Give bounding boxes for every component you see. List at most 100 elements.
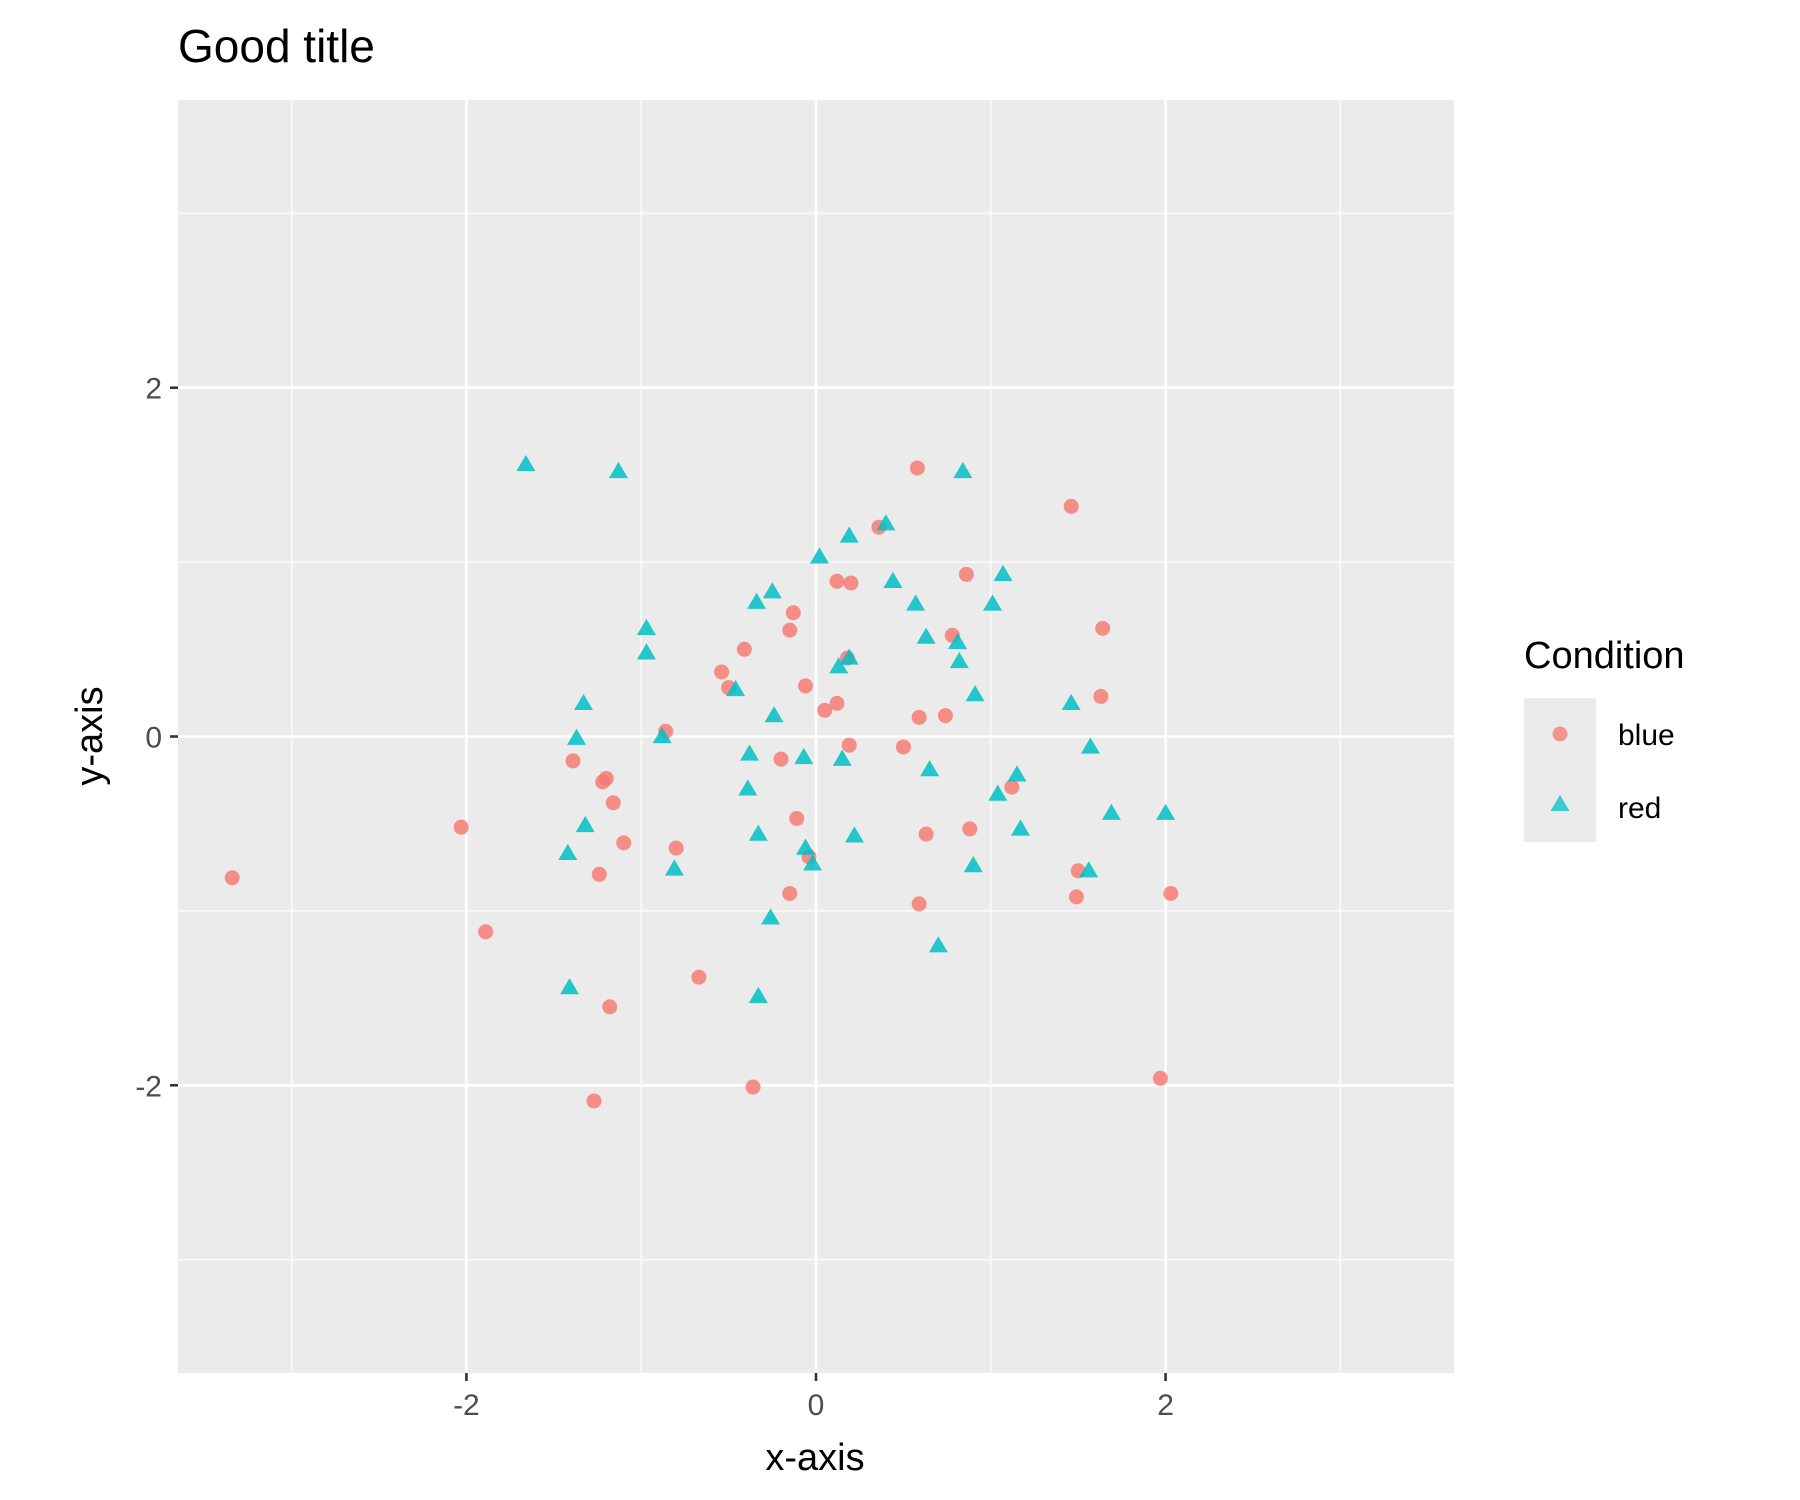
data-point-blue bbox=[918, 826, 934, 842]
legend-key-blue-circle bbox=[1552, 726, 1568, 742]
data-point-red bbox=[664, 859, 684, 876]
data-point-red bbox=[762, 582, 782, 599]
y-tick-label: -2 bbox=[135, 1070, 162, 1103]
data-point-red bbox=[906, 594, 926, 611]
x-tick-label: 2 bbox=[1157, 1389, 1174, 1422]
data-point-blue bbox=[841, 737, 857, 753]
data-point-red bbox=[1101, 803, 1121, 820]
data-point-red bbox=[928, 936, 948, 953]
data-point-red bbox=[740, 744, 760, 761]
data-point-blue bbox=[1004, 779, 1020, 795]
data-point-blue bbox=[843, 575, 859, 591]
data-point-blue bbox=[829, 695, 845, 711]
data-point-red bbox=[832, 749, 852, 766]
data-point-red bbox=[636, 618, 656, 636]
data-point-red bbox=[516, 454, 536, 472]
y-axis: -2 0 2 bbox=[135, 373, 178, 1103]
data-point-blue bbox=[616, 835, 632, 851]
data-point-red bbox=[953, 461, 973, 479]
legend: Condition blue red bbox=[1524, 635, 1685, 842]
data-point-red bbox=[748, 824, 768, 841]
data-point-red bbox=[809, 547, 829, 564]
data-point-red bbox=[883, 571, 903, 588]
legend-label-blue: blue bbox=[1618, 719, 1675, 752]
data-point-blue bbox=[1063, 498, 1079, 514]
data-point-blue bbox=[958, 566, 974, 582]
data-point-blue bbox=[1152, 1070, 1168, 1086]
data-point-blue bbox=[773, 751, 789, 767]
data-point-blue bbox=[798, 678, 814, 694]
data-point-red bbox=[844, 826, 864, 843]
data-point-red bbox=[574, 693, 594, 711]
data-point-blue bbox=[224, 870, 240, 886]
data-point-blue bbox=[782, 885, 798, 901]
plot-panel bbox=[178, 100, 1454, 1373]
data-point-red bbox=[748, 986, 768, 1003]
data-point-red bbox=[1080, 737, 1100, 754]
data-point-blue bbox=[782, 622, 798, 638]
data-point-red bbox=[920, 760, 940, 777]
data-point-blue bbox=[911, 709, 927, 725]
grid-lines bbox=[178, 100, 1454, 1373]
data-point-blue bbox=[691, 969, 707, 985]
y-axis-title: y-axis bbox=[69, 686, 111, 785]
data-point-red bbox=[829, 657, 849, 674]
data-point-blue bbox=[745, 1079, 761, 1095]
data-point-blue bbox=[1068, 889, 1084, 905]
data-point-blue bbox=[565, 753, 581, 769]
data-point-blue bbox=[937, 708, 953, 724]
data-point-blue bbox=[605, 795, 621, 811]
data-point-red bbox=[764, 706, 784, 723]
data-point-blue bbox=[668, 840, 684, 856]
data-point-red bbox=[1156, 803, 1176, 820]
data-point-red bbox=[575, 815, 595, 833]
data-point-blue bbox=[453, 819, 469, 835]
data-point-red bbox=[803, 854, 823, 871]
data-point-blue bbox=[962, 821, 978, 837]
data-point-red bbox=[558, 843, 578, 860]
data-point-red bbox=[916, 627, 936, 644]
data-point-red bbox=[1079, 861, 1099, 878]
data-point-red bbox=[993, 564, 1013, 581]
data-point-red bbox=[876, 514, 896, 531]
data-point-blue bbox=[602, 999, 618, 1015]
data-point-red bbox=[988, 784, 1008, 801]
x-axis-title: x-axis bbox=[765, 1437, 864, 1479]
data-point-blue bbox=[829, 573, 845, 589]
x-tick-label: 0 bbox=[808, 1389, 825, 1422]
data-point-red bbox=[567, 728, 587, 745]
data-point-blue bbox=[909, 460, 925, 476]
data-point-blue bbox=[591, 866, 607, 882]
data-point-red bbox=[761, 908, 781, 925]
data-point-red bbox=[738, 779, 758, 796]
data-point-blue bbox=[785, 605, 801, 621]
data-point-blue bbox=[714, 664, 730, 680]
data-point-red bbox=[1007, 765, 1027, 782]
data-point-red bbox=[839, 526, 859, 543]
x-axis: -2 0 2 bbox=[453, 1373, 1174, 1422]
data-point-blue bbox=[1163, 885, 1179, 901]
y-tick-label: 0 bbox=[145, 722, 162, 755]
data-point-red bbox=[608, 461, 628, 479]
data-point-red bbox=[794, 747, 814, 765]
data-point-red bbox=[963, 856, 983, 873]
data-point-red bbox=[747, 592, 767, 609]
data-point-blue bbox=[1095, 620, 1111, 636]
data-point-red bbox=[948, 632, 968, 649]
chart-title: Good title bbox=[178, 20, 375, 72]
data-point-blue bbox=[598, 770, 614, 786]
data-point-blue bbox=[736, 641, 752, 657]
data-point-blue bbox=[895, 739, 911, 755]
data-point-blue bbox=[478, 924, 494, 940]
legend-key-background bbox=[1524, 698, 1596, 842]
legend-key-red-triangle bbox=[1550, 795, 1570, 811]
data-point-blue bbox=[789, 810, 805, 826]
data-point-red bbox=[949, 652, 969, 669]
data-point-red bbox=[839, 648, 859, 665]
data-point-red bbox=[560, 978, 580, 995]
y-tick-label: 2 bbox=[145, 373, 162, 406]
data-point-red bbox=[983, 594, 1003, 611]
data-point-red bbox=[1011, 819, 1031, 836]
legend-label-red: red bbox=[1618, 792, 1661, 825]
